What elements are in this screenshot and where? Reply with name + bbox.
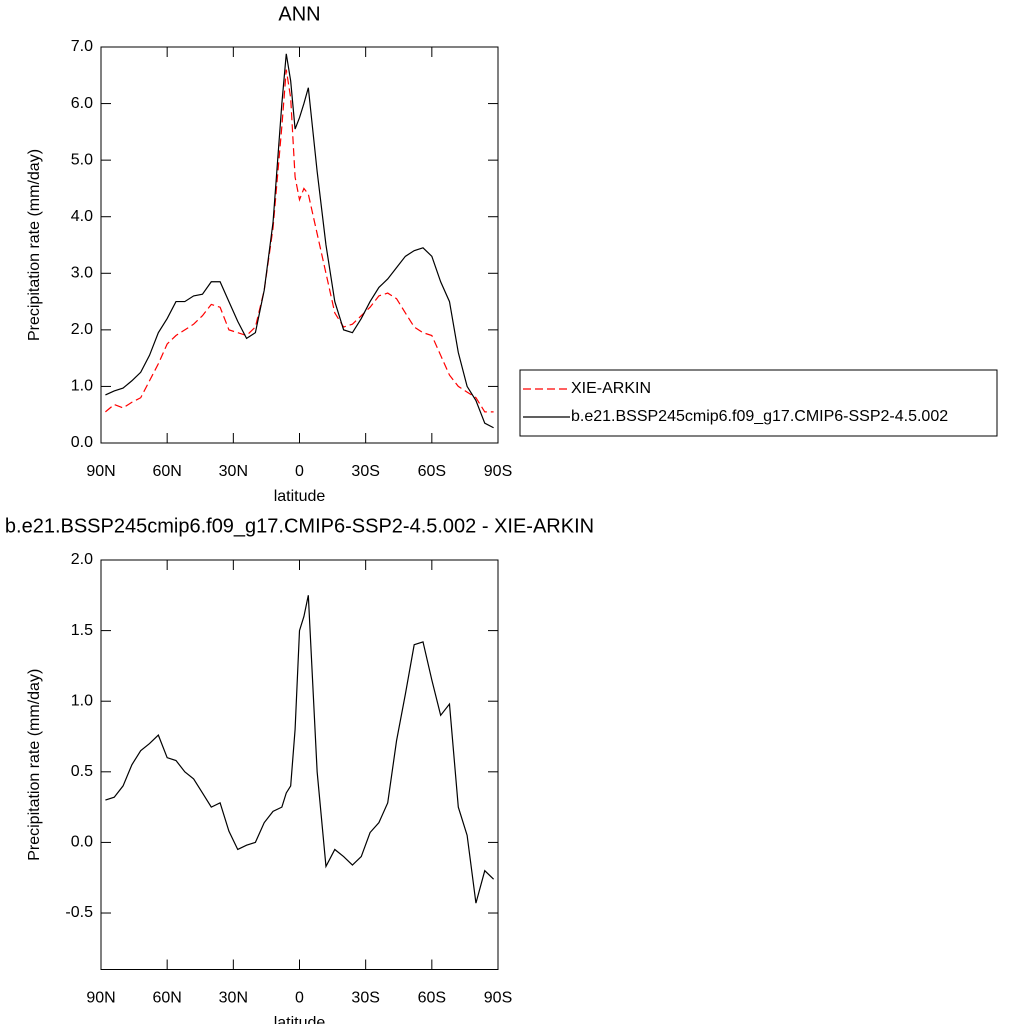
plot-frame — [100, 559, 499, 970]
y-tick-label: 1.5 — [71, 622, 93, 639]
legend-box — [519, 369, 998, 437]
data-line — [105, 595, 495, 904]
y-tick-label: -0.5 — [65, 904, 93, 921]
legend-label: b.e21.BSSP245cmip6.f09_g17.CMIP6-SSP2-4.… — [571, 408, 948, 425]
x-axis-label: latitude — [274, 488, 326, 505]
x-tick-label: 90S — [484, 990, 512, 1007]
x-tick-label: 90N — [86, 463, 115, 480]
y-tick-label: 1.0 — [71, 378, 93, 395]
data-line — [105, 69, 494, 413]
x-tick-label: 30S — [351, 463, 379, 480]
y-axis-label: Precipitation rate (mm/day) — [26, 149, 43, 341]
x-tick-label: 60N — [152, 990, 181, 1007]
x-tick-label: 60S — [418, 990, 446, 1007]
y-tick-label: 0.0 — [71, 834, 93, 851]
y-tick-label: 3.0 — [71, 265, 93, 282]
x-tick-label: 60N — [152, 463, 181, 480]
y-axis-label: Precipitation rate (mm/day) — [26, 669, 43, 861]
y-tick-label: 5.0 — [71, 151, 93, 168]
x-tick-label: 0 — [295, 463, 304, 480]
y-tick-label: 6.0 — [71, 95, 93, 112]
x-tick-label: 30N — [219, 990, 248, 1007]
y-tick-label: 0.5 — [71, 763, 93, 780]
legend: XIE-ARKIN b.e21.BSSP245cmip6.f09_g17.CMIP… — [519, 369, 998, 437]
y-tick-label: 2.0 — [71, 321, 93, 338]
y-tick-label: 7.0 — [71, 38, 93, 55]
legend-label: XIE-ARKIN — [571, 380, 651, 397]
x-tick-label: 90N — [86, 990, 115, 1007]
x-tick-label: 30S — [351, 990, 379, 1007]
x-tick-label: 60S — [418, 463, 446, 480]
y-tick-label: 2.0 — [71, 551, 93, 568]
chart-title: b.e21.BSSP245cmip6.f09_g17.CMIP6-SSP2-4.… — [5, 515, 594, 537]
data-line — [105, 53, 494, 429]
x-tick-label: 0 — [295, 990, 304, 1007]
y-tick-label: 0.0 — [71, 434, 93, 451]
y-tick-label: 4.0 — [71, 208, 93, 225]
x-tick-label: 90S — [484, 463, 512, 480]
chart-title: ANN — [278, 3, 320, 25]
x-tick-label: 30N — [219, 463, 248, 480]
x-axis-label: latitude — [274, 1015, 326, 1024]
y-tick-label: 1.0 — [71, 692, 93, 709]
plot-frame — [100, 46, 499, 444]
